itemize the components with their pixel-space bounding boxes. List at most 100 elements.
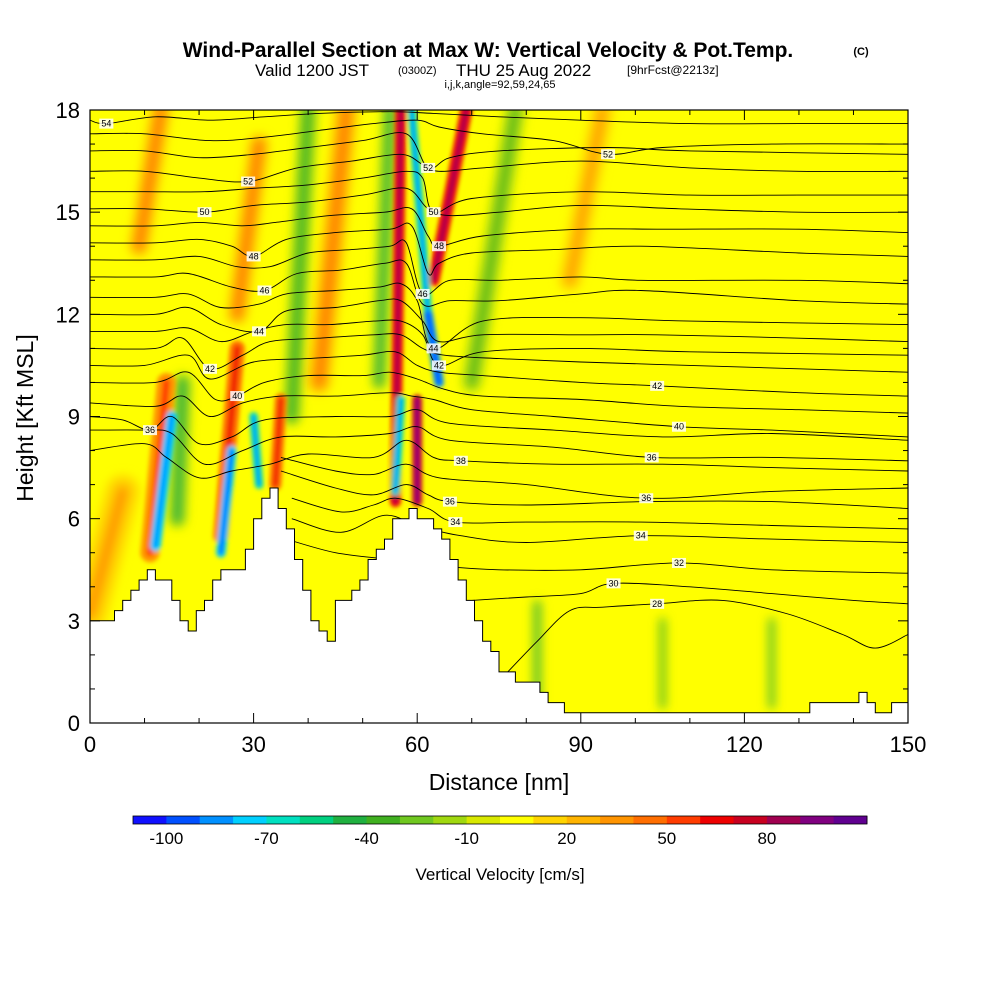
colorbar-swatch xyxy=(299,816,334,824)
downdraft-core-4 xyxy=(410,110,430,316)
colorbar-tick-label: -10 xyxy=(454,829,479,848)
y-tick-label: 18 xyxy=(56,98,80,123)
x-tick-label: 30 xyxy=(241,732,265,757)
updraft-core-7 xyxy=(233,140,263,318)
isentrope-label-bg-22 xyxy=(426,207,441,218)
isentrope-18 xyxy=(90,239,908,296)
colorbar-swatch xyxy=(800,816,835,824)
updraft-core-9 xyxy=(566,110,607,285)
forecast-text: [9hrFcst@2213z] xyxy=(627,63,719,77)
isentrope-19 xyxy=(90,222,908,276)
isentrope-label-bg-12 xyxy=(650,380,665,391)
isentrope-label-26: 54 xyxy=(101,119,111,129)
isentrope-label-bg-18 xyxy=(415,288,430,299)
colorbar-swatch xyxy=(166,816,201,824)
isentrope-label-22: 50 xyxy=(429,207,439,217)
downdraft-core-6 xyxy=(174,379,186,522)
velocity-field-cores xyxy=(140,110,473,563)
colorbar-swatch xyxy=(733,816,768,824)
isentrope-9 xyxy=(90,409,908,446)
colorbar-swatch xyxy=(233,816,267,824)
isentrope-14 xyxy=(90,319,908,367)
x-tick-label: 60 xyxy=(405,732,429,757)
colorbar-swatch xyxy=(466,816,501,824)
isentrope-label-bg-23 xyxy=(241,176,256,187)
colorbar-tick-labels: -100 -70 -40 -10 20 50 80 xyxy=(149,829,776,848)
colorbar-swatch xyxy=(133,816,167,824)
isentrope-label-bg-9 xyxy=(142,425,157,436)
y-axis-label: Height [Kft MSL] xyxy=(12,334,38,501)
colorbar-tick-label: 80 xyxy=(757,829,776,848)
colorbar-swatch xyxy=(366,816,401,824)
downdraft-core-3 xyxy=(393,397,403,493)
y-tick-label: 15 xyxy=(56,200,80,225)
isentrope-label-bg-4 xyxy=(448,517,463,528)
updraft-core-8 xyxy=(315,110,351,387)
valid-zulu-text: (0300Z) xyxy=(398,65,437,77)
isentrope-16 xyxy=(90,282,908,349)
downdraft-core-2 xyxy=(252,414,261,487)
isentrope-label-10: 40 xyxy=(674,422,684,432)
isentrope-label-11: 40 xyxy=(232,391,242,401)
isentrope-17 xyxy=(90,259,908,307)
x-tick-label: 90 xyxy=(569,732,593,757)
isentrope-label-16: 44 xyxy=(429,343,439,353)
theta-contour-labels: 28 30 32 34 34 36 36 38 36 36 40 40 42 42 42 44 44 46 46 48… xyxy=(99,118,686,609)
downdraft-core-0 xyxy=(153,414,174,548)
isentrope-label-bg-6 xyxy=(639,493,654,504)
colorbar-swatch xyxy=(766,816,801,824)
isentrope-20 xyxy=(90,207,908,247)
isentrope-label-bg-26 xyxy=(99,118,114,129)
isentrope-label-bg-21 xyxy=(197,207,212,218)
grid-params-text: i,j,k,angle=92,59,24,65 xyxy=(444,79,555,91)
isentrope-22 xyxy=(90,170,908,214)
isentrope-label-bg-10 xyxy=(671,421,686,432)
isentrope-26 xyxy=(90,111,908,125)
isentrope-label-bg-15 xyxy=(252,326,267,337)
isentrope-label-bg-13 xyxy=(202,363,217,374)
y-tick-label: 9 xyxy=(68,405,80,430)
isentrope-label-2: 32 xyxy=(674,558,684,568)
isentrope-label-9: 36 xyxy=(145,425,155,435)
isentrope-label-6: 36 xyxy=(641,493,651,503)
isentrope-label-8: 36 xyxy=(647,452,657,462)
isentrope-label-bg-7 xyxy=(453,455,468,466)
downdraft-core-9 xyxy=(468,110,519,386)
x-tick-label: 120 xyxy=(726,732,763,757)
isentrope-label-4: 34 xyxy=(450,517,460,527)
isentrope-13 xyxy=(90,333,908,373)
colorbar-title: Vertical Velocity [cm/s] xyxy=(415,865,584,884)
terrain-mask xyxy=(89,487,909,724)
isentrope-label-24: 52 xyxy=(423,163,433,173)
isentrope-8 xyxy=(90,426,908,466)
isentrope-15 xyxy=(90,298,908,343)
isentrope-label-15: 44 xyxy=(254,326,264,336)
colorbar-swatch xyxy=(500,816,534,824)
isentrope-label-bg-1 xyxy=(606,578,621,589)
colorbar-tick-label: 50 xyxy=(657,829,676,848)
colorbar-swatch xyxy=(533,816,568,824)
valid-time-text: Valid 1200 JST xyxy=(255,61,369,80)
y-tick-label: 12 xyxy=(56,302,80,327)
isentrope-label-7: 38 xyxy=(456,456,466,466)
isentrope-label-12: 42 xyxy=(652,381,662,391)
downdraft-core-7 xyxy=(288,110,311,420)
isentrope-label-bg-3 xyxy=(633,530,648,541)
y-tick-label: 6 xyxy=(68,507,80,532)
colorbar-tick-label: -40 xyxy=(354,829,379,848)
isentrope-label-18: 46 xyxy=(418,289,428,299)
isentrope-3 xyxy=(291,514,908,543)
colorbar-swatch xyxy=(566,816,601,824)
updraft-core-10 xyxy=(90,485,129,620)
updraft-core-6 xyxy=(135,110,165,250)
colorbar-swatch xyxy=(833,816,868,824)
isentrope-label-17: 46 xyxy=(259,285,269,295)
isentrope-label-23: 52 xyxy=(243,177,253,187)
isentrope-label-bg-8 xyxy=(644,452,659,463)
colorbar-swatch xyxy=(433,816,468,824)
colorbar xyxy=(132,815,868,825)
isentrope-label-bg-24 xyxy=(421,162,436,173)
x-axis-label: Distance [nm] xyxy=(429,769,570,795)
isentrope-label-bg-19 xyxy=(246,251,261,262)
